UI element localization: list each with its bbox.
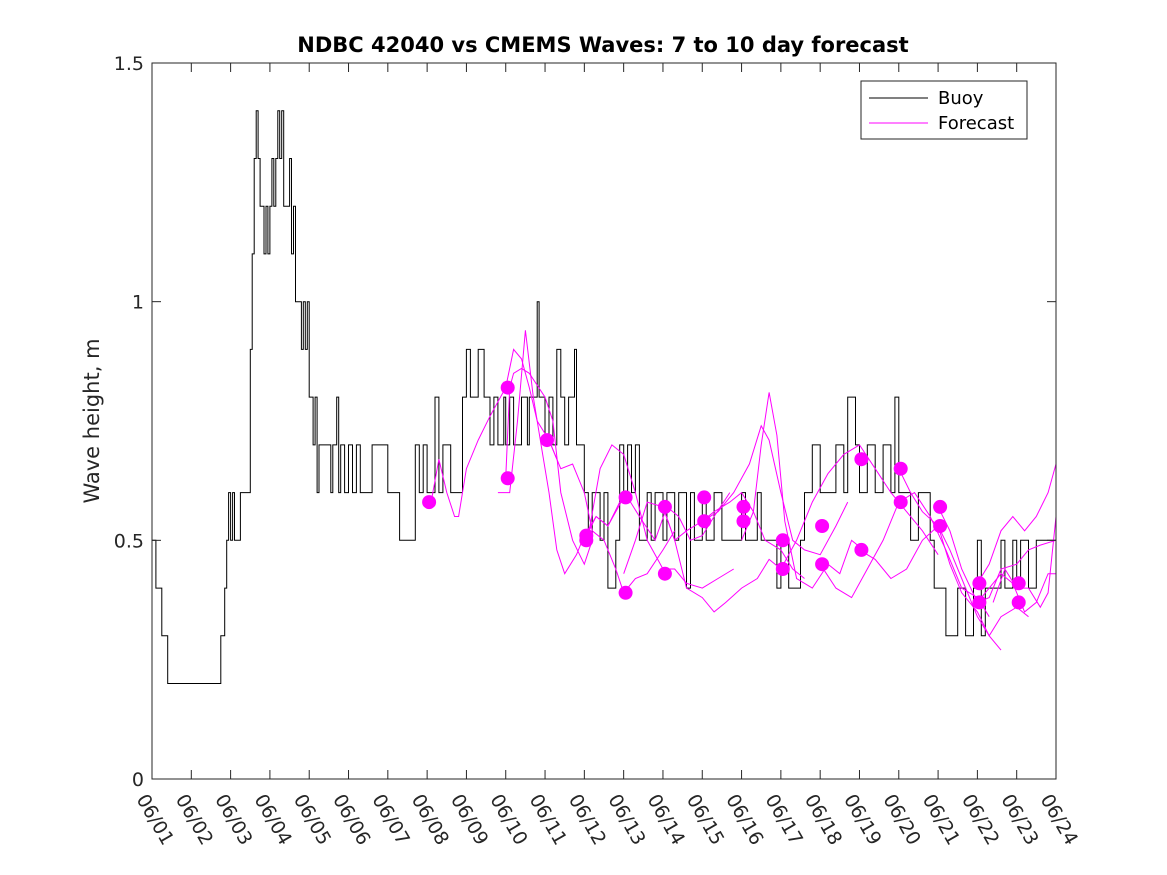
forecast-start-marker-23: [933, 519, 948, 533]
forecast-start-marker-17: [815, 557, 830, 572]
forecast-start-marker-20: [893, 461, 908, 476]
forecast-series-line-15: [937, 506, 1057, 604]
y-tick-label: 1.5: [114, 53, 144, 75]
forecast-series-line-2: [505, 367, 593, 566]
forecast-start-marker-12: [736, 499, 751, 514]
plot-frame: [151, 62, 1057, 780]
forecast-series-line-8: [662, 491, 805, 579]
plot-area: [152, 110, 1057, 684]
forecast-series-line-13: [859, 525, 1029, 637]
y-tick-label: 0.5: [114, 530, 144, 552]
forecast-start-marker-7: [618, 585, 633, 600]
forecast-start-marker-6: [618, 490, 633, 505]
forecast-start-marker-16: [815, 519, 830, 533]
y-tick-label: 1: [132, 292, 144, 314]
forecast-series-line-12: [819, 491, 990, 617]
forecast-start-marker-0: [422, 495, 437, 510]
forecast-start-marker-15: [775, 562, 790, 576]
forecast-series-line-14: [898, 468, 1002, 651]
forecast-start-marker-14: [775, 533, 790, 548]
buoy-series-line: [152, 110, 1056, 684]
forecast-series-line-1: [430, 348, 558, 517]
forecast-start-marker-25: [972, 595, 987, 610]
forecast-start-marker-3: [540, 433, 554, 448]
forecast-start-marker-9: [657, 566, 672, 581]
forecast-start-marker-19: [854, 542, 869, 557]
forecast-start-marker-1: [500, 380, 515, 395]
forecast-start-marker-5: [579, 533, 594, 548]
legend-buoy-label: Buoy: [938, 88, 984, 109]
forecast-series-line-6: [587, 444, 734, 589]
forecast-series-line-9: [702, 424, 849, 556]
forecast-start-marker-24: [972, 576, 987, 591]
forecast-start-marker-26: [1011, 576, 1026, 591]
forecast-series-line-18: [992, 516, 1057, 609]
legend-forecast-label: Forecast: [938, 113, 1014, 134]
forecast-start-marker-10: [697, 490, 712, 505]
legend: Buoy Forecast: [860, 80, 1028, 140]
forecast-start-marker-27: [1011, 595, 1026, 610]
forecast-series-line-5: [583, 492, 731, 542]
chart-title: NDBC 42040 vs CMEMS Waves: 7 to 10 day f…: [297, 33, 908, 57]
forecast-start-marker-11: [697, 514, 712, 529]
forecast-start-marker-8: [657, 499, 672, 514]
y-axis-label: Wave height, m: [80, 338, 104, 503]
forecast-start-marker-2: [500, 471, 515, 486]
forecast-series-line-7: [623, 501, 782, 613]
legend-box: [860, 80, 1028, 140]
forecast-start-marker-13: [736, 514, 751, 529]
y-tick-label: 0: [132, 769, 144, 791]
forecast-start-marker-22: [933, 499, 948, 514]
forecast-start-marker-18: [854, 452, 869, 467]
forecast-series-line-10: [741, 392, 864, 589]
forecast-start-marker-21: [893, 495, 908, 510]
forecast-series-line-4: [548, 439, 676, 594]
forecast-series-line-16: [976, 463, 1057, 584]
forecast-series-line-11: [780, 444, 939, 570]
